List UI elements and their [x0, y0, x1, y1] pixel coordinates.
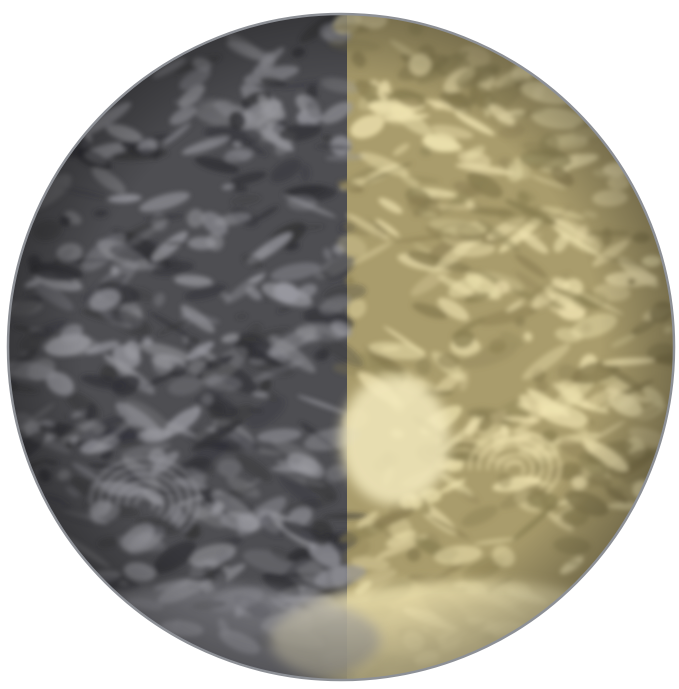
- disk-rim: [6, 12, 676, 682]
- limb-shading: [8, 14, 674, 680]
